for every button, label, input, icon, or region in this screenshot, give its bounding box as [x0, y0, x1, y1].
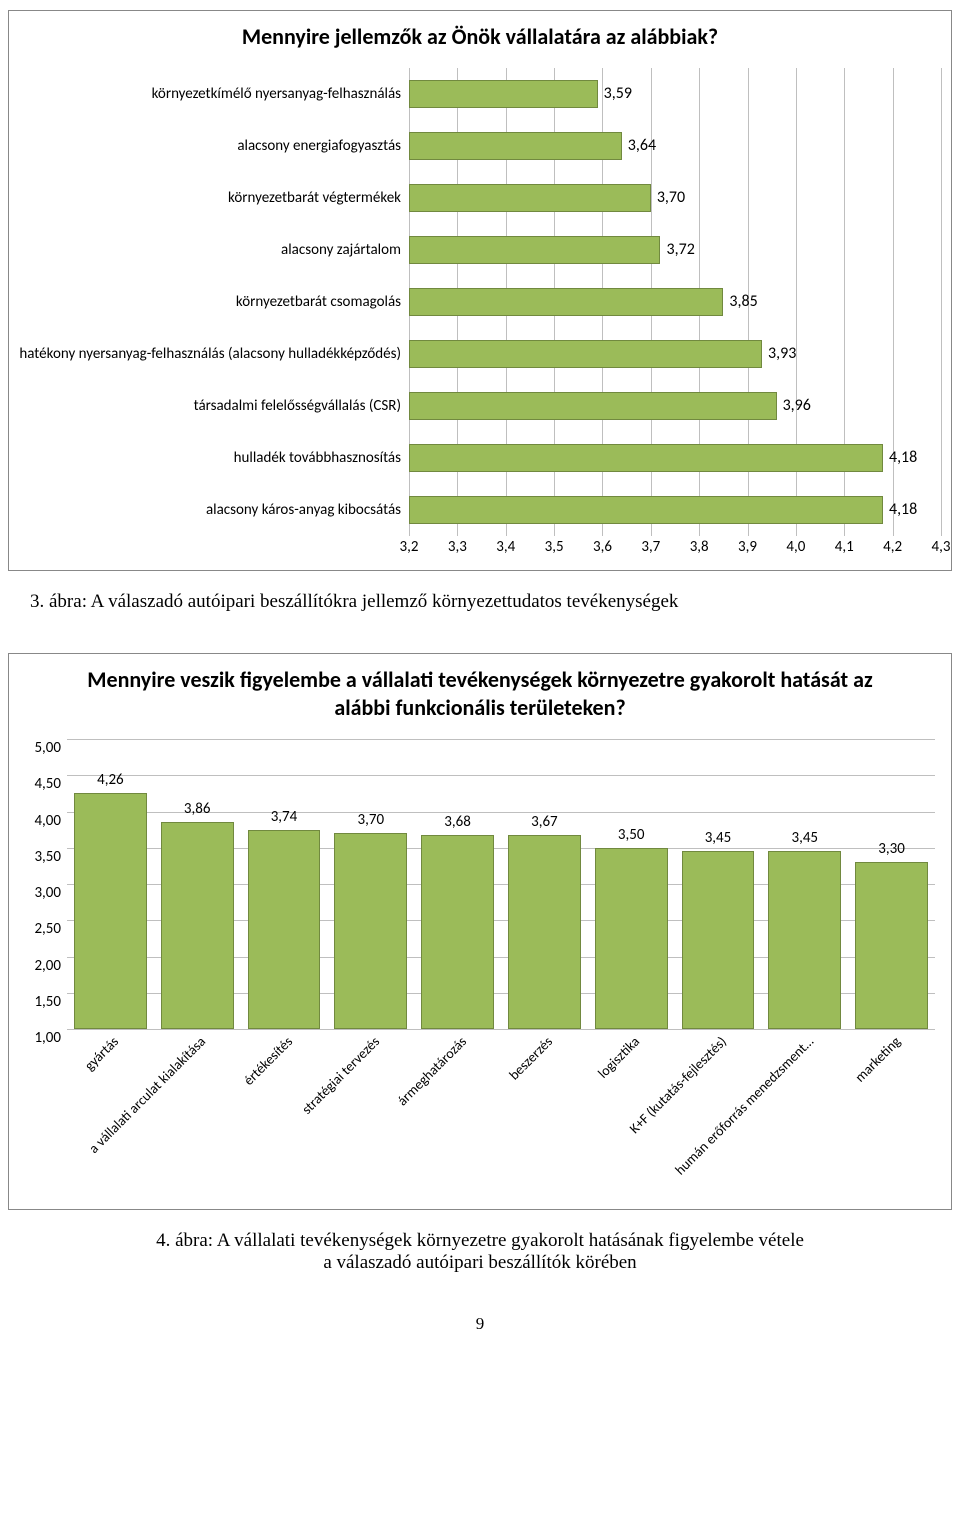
chart2-title: Mennyire veszik figyelembe a vállalati t… [79, 666, 881, 721]
chart2-value-label: 4,26 [67, 771, 154, 789]
chart2-category-label: gyártás [81, 1033, 122, 1074]
chart1-category-label: alacsony zajártalom [19, 224, 409, 276]
chart1-title: Mennyire jellemzők az Önök vállalatára a… [19, 23, 941, 50]
page-number: 9 [0, 1314, 960, 1354]
chart1-category-label: környezetkímélő nyersanyag-felhasználás [19, 68, 409, 120]
figure4-caption-line1: 4. ábra: A vállalati tevékenységek körny… [156, 1230, 804, 1251]
chart1-value-label: 4,18 [889, 500, 917, 519]
chart2-bar [508, 835, 581, 1029]
chart2-ytick: 5,00 [34, 739, 61, 757]
chart2-bar [595, 848, 668, 1029]
chart2-bar [421, 835, 494, 1029]
chart1-bar [409, 496, 883, 524]
chart1-bar [409, 340, 762, 368]
chart2-bar [855, 862, 928, 1029]
chart1-bar [409, 80, 598, 108]
chart2-bar [161, 822, 234, 1029]
chart2-bar [248, 830, 321, 1029]
chart2-ytick: 4,00 [34, 812, 61, 830]
chart2-bar [768, 851, 841, 1029]
chart2-bar [334, 833, 407, 1029]
chart1-value-label: 3,93 [768, 344, 796, 363]
chart2-category-label: logisztika [594, 1033, 643, 1082]
chart2-ytick: 3,00 [34, 884, 61, 902]
chart2-ytick: 4,50 [34, 775, 61, 793]
chart1-plot: környezetkímélő nyersanyag-felhasználása… [19, 68, 941, 560]
chart1-bar [409, 132, 622, 160]
chart2-value-label: 3,86 [154, 800, 241, 818]
chart1-xtick: 3,3 [448, 538, 467, 556]
chart2-ytick: 2,50 [34, 920, 61, 938]
chart2-value-label: 3,68 [414, 813, 501, 831]
chart1-container: Mennyire jellemzők az Önök vállalatára a… [8, 10, 952, 571]
chart1-bar [409, 392, 777, 420]
chart2-value-label: 3,70 [327, 811, 414, 829]
chart2-value-label: 3,50 [588, 826, 675, 844]
chart1-xtick: 3,2 [400, 538, 419, 556]
chart2-ytick: 2,00 [34, 957, 61, 975]
chart2-value-label: 3,30 [848, 840, 935, 858]
chart1-xtick: 3,6 [593, 538, 612, 556]
chart1-xtick: 4,3 [932, 538, 951, 556]
chart2-value-label: 3,74 [241, 808, 328, 826]
chart1-category-label: alacsony káros-anyag kibocsátás [19, 484, 409, 536]
chart2-container: Mennyire veszik figyelembe a vállalati t… [8, 653, 952, 1210]
chart2-value-label: 3,45 [761, 829, 848, 847]
chart2-value-label: 3,45 [675, 829, 762, 847]
chart1-value-label: 3,72 [666, 240, 694, 259]
chart1-category-label: hatékony nyersanyag-felhasználás (alacso… [19, 328, 409, 380]
chart1-xtick: 3,8 [690, 538, 709, 556]
chart2-category-label: értékesítés [240, 1033, 296, 1089]
chart1-value-label: 3,59 [604, 84, 632, 103]
chart1-xtick: 4,0 [786, 538, 805, 556]
chart1-value-label: 3,96 [783, 396, 811, 415]
chart2-ytick: 1,00 [34, 1029, 61, 1047]
chart2-ytick: 3,50 [34, 848, 61, 866]
chart2-bar [682, 851, 755, 1029]
chart1-value-label: 4,18 [889, 448, 917, 467]
chart1-xtick: 3,7 [641, 538, 660, 556]
chart1-category-label: környezetbarát végtermékek [19, 172, 409, 224]
chart1-bar [409, 288, 723, 316]
chart1-value-label: 3,85 [729, 292, 757, 311]
chart2-category-label: marketing [851, 1033, 904, 1086]
chart1-category-label: környezetbarát csomagolás [19, 276, 409, 328]
chart1-category-label: társadalmi felelősségvállalás (CSR) [19, 380, 409, 432]
chart1-value-label: 3,64 [628, 136, 656, 155]
chart1-xtick: 4,2 [883, 538, 902, 556]
chart1-category-label: hulladék továbbhasznosítás [19, 432, 409, 484]
chart1-xtick: 3,4 [496, 538, 515, 556]
chart1-bar [409, 184, 651, 212]
figure3-caption: 3. ábra: A válaszadó autóipari beszállít… [30, 591, 930, 613]
chart2-bar [74, 793, 147, 1029]
figure4-caption: 4. ábra: A vállalati tevékenységek körny… [30, 1230, 930, 1274]
chart1-bar [409, 444, 883, 472]
chart1-bar [409, 236, 660, 264]
chart1-value-label: 3,70 [657, 188, 685, 207]
chart2-ytick: 1,50 [34, 993, 61, 1011]
figure4-caption-line2: a válaszadó autóipari beszállítók körébe… [323, 1252, 636, 1273]
chart1-xtick: 3,9 [738, 538, 757, 556]
chart1-category-label: alacsony energiafogyasztás [19, 120, 409, 172]
chart1-xtick: 3,5 [545, 538, 564, 556]
chart2-category-label: beszerzés [506, 1033, 556, 1083]
chart1-xtick: 4,1 [835, 538, 854, 556]
chart2-value-label: 3,67 [501, 813, 588, 831]
